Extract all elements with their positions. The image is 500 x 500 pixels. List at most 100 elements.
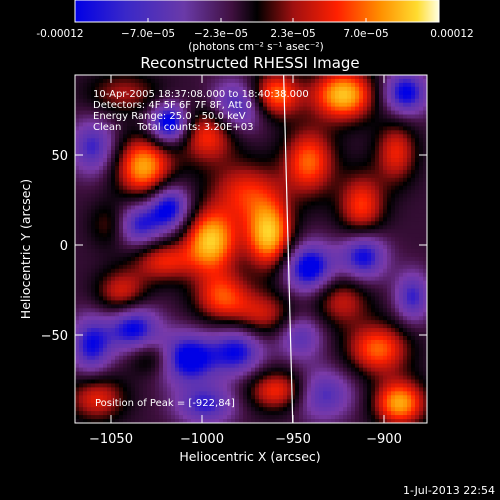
heatmap-cell (343, 177, 348, 183)
heatmap-cell (411, 189, 416, 194)
heatmap-cell (367, 126, 372, 131)
heatmap-cell (287, 197, 292, 202)
heatmap-cell (159, 260, 164, 266)
heatmap-cell (211, 272, 216, 278)
heatmap-cell (271, 114, 276, 119)
heatmap-cell (403, 154, 408, 159)
heatmap-cell (135, 252, 140, 258)
heatmap-cell (239, 241, 244, 246)
heatmap-cell (355, 138, 360, 143)
heatmap-cell (339, 154, 344, 159)
heatmap-cell (315, 94, 320, 100)
heatmap-cell (127, 229, 132, 234)
heatmap-cell (363, 249, 368, 254)
heatmap-cell (131, 201, 136, 206)
heatmap-cell (143, 165, 148, 171)
heatmap-cell (331, 225, 336, 230)
heatmap-cell (351, 126, 356, 131)
heatmap-cell (95, 82, 100, 88)
heatmap-cell (251, 233, 256, 238)
heatmap-cell (215, 237, 220, 242)
colorbar-tick-label: −2.3e−05 (194, 28, 248, 40)
heatmap-cell (399, 217, 404, 222)
heatmap-cell (175, 252, 180, 258)
heatmap-cell (123, 268, 128, 274)
heatmap-cell (395, 256, 400, 262)
heatmap-cell (303, 197, 308, 202)
heatmap-cell (139, 225, 144, 230)
heatmap-cell (387, 177, 392, 183)
heatmap-cell (387, 162, 392, 167)
heatmap-cell (199, 264, 204, 270)
heatmap-cell (351, 221, 356, 226)
heatmap-cell (155, 146, 160, 151)
heatmap-cell (243, 134, 248, 139)
heatmap-cell (419, 197, 424, 202)
heatmap-cell (331, 75, 336, 80)
heatmap-cell (295, 154, 300, 159)
heatmap-cell (227, 197, 232, 202)
heatmap-cell (123, 90, 128, 96)
heatmap-cell (359, 272, 364, 278)
heatmap-cell (79, 75, 84, 80)
heatmap-cell (247, 78, 252, 84)
heatmap-cell (267, 142, 272, 147)
heatmap-cell (235, 292, 240, 297)
heatmap-cell (363, 150, 368, 155)
heatmap-cell (99, 173, 104, 179)
heatmap-cell (291, 98, 296, 104)
heatmap-cell (155, 264, 160, 270)
heatmap-cell (375, 233, 380, 238)
heatmap-cell (347, 189, 352, 194)
heatmap-cell (151, 138, 156, 143)
heatmap-cell (247, 276, 252, 281)
heatmap-cell (111, 110, 116, 115)
heatmap-cell (195, 292, 200, 297)
heatmap-cell (195, 110, 200, 115)
heatmap-cell (239, 229, 244, 234)
heatmap-cell (83, 138, 88, 143)
heatmap-cell (151, 181, 156, 187)
heatmap-cell (283, 173, 288, 179)
heatmap-cell (323, 292, 328, 297)
heatmap-cell (115, 189, 120, 194)
heatmap-cell (151, 256, 156, 262)
heatmap-cell (351, 150, 356, 155)
heatmap-cell (175, 221, 180, 226)
heatmap-cell (335, 158, 340, 163)
heatmap-cell (123, 118, 128, 123)
heatmap-cell (99, 98, 104, 104)
heatmap-cell (131, 78, 136, 84)
heatmap-cell (279, 154, 284, 159)
heatmap-cell (199, 122, 204, 127)
heatmap-cell (187, 245, 192, 250)
heatmap-cell (395, 114, 400, 119)
heatmap-cell (171, 229, 176, 234)
heatmap-cell (395, 241, 400, 246)
heatmap-cell (211, 177, 216, 183)
heatmap-cell (87, 75, 92, 80)
heatmap-cell (87, 229, 92, 234)
heatmap-cell (111, 213, 116, 218)
heatmap-cell (287, 193, 292, 198)
heatmap-cell (179, 256, 184, 262)
heatmap-cell (267, 252, 272, 258)
heatmap-cell (159, 185, 164, 191)
heatmap-cell (143, 256, 148, 262)
heatmap-cell (223, 245, 228, 250)
heatmap-cell (103, 118, 108, 123)
heatmap-cell (123, 249, 128, 254)
heatmap-cell (335, 110, 340, 115)
heatmap-cell (419, 233, 424, 238)
heatmap-cell (195, 221, 200, 226)
heatmap-cell (315, 288, 320, 293)
heatmap-cell (387, 201, 392, 206)
heatmap-cell (139, 217, 144, 222)
heatmap-cell (407, 78, 412, 84)
heatmap-cell (379, 213, 384, 218)
heatmap-cell (147, 209, 152, 214)
heatmap-cell (223, 292, 228, 297)
heatmap-cell (287, 122, 292, 127)
heatmap-cell (231, 86, 236, 92)
heatmap-cell (347, 237, 352, 242)
